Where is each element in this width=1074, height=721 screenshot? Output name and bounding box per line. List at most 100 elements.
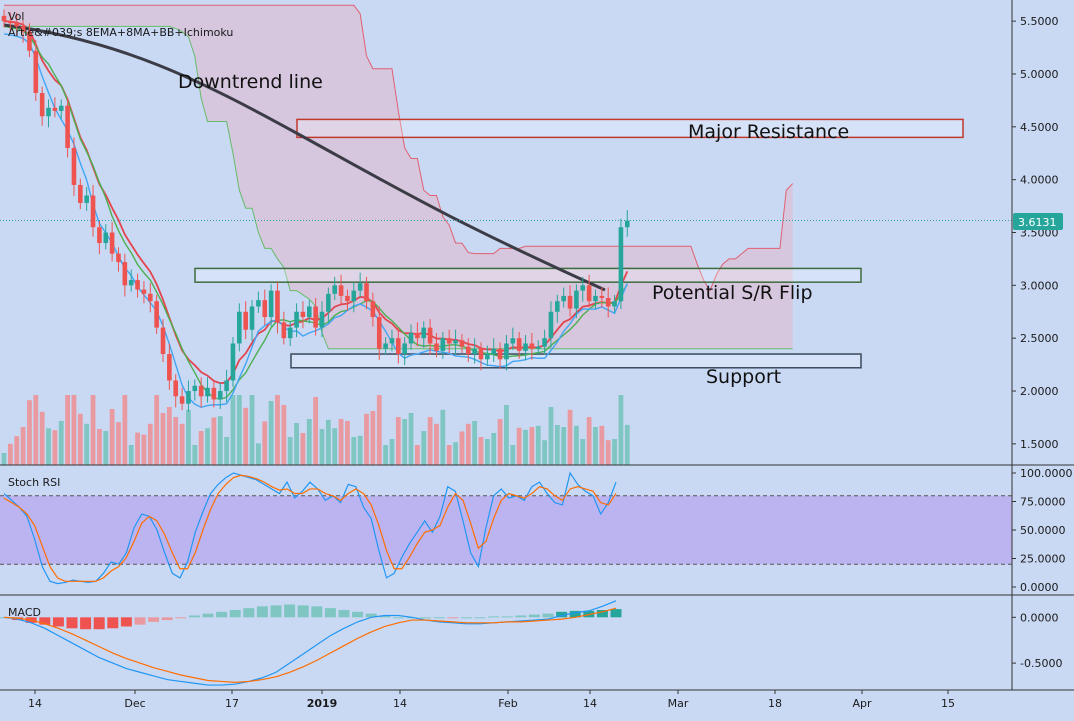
candle-body[interactable] [370,301,376,318]
candle-body[interactable] [567,295,573,309]
candle-body[interactable] [313,306,318,328]
candle-body[interactable] [357,283,363,291]
candle-body[interactable] [1,15,7,22]
candle-body[interactable] [230,343,236,381]
candle-body[interactable] [268,290,274,318]
candle-body[interactable] [338,285,344,296]
candle-body[interactable] [478,348,484,360]
candle-body[interactable] [179,396,185,404]
candle-body[interactable] [205,387,210,397]
candle-body[interactable] [27,31,32,51]
candle-body[interactable] [389,338,395,344]
candle-body[interactable] [427,327,433,344]
candle-body[interactable] [396,338,401,355]
candle-body[interactable] [306,306,312,318]
candle-body[interactable] [294,311,299,328]
candle-body[interactable] [459,340,465,347]
candle-body[interactable] [33,50,39,93]
candle-body[interactable] [465,346,471,355]
candle-body[interactable] [408,332,414,344]
candle-body[interactable] [593,295,598,302]
candle-body[interactable] [497,348,503,360]
candle-body[interactable] [211,387,217,400]
candle-body[interactable] [504,343,509,360]
candle-body[interactable] [8,21,13,24]
candle-body[interactable] [434,343,439,351]
candle-body[interactable] [548,311,554,339]
candle-body[interactable] [192,385,198,392]
candle-body[interactable] [20,26,26,32]
candle-body[interactable] [605,298,611,307]
candle-body[interactable] [612,301,617,307]
candle-body[interactable] [402,343,407,355]
candle-body[interactable] [237,311,242,344]
candle-body[interactable] [516,338,522,351]
candle-body[interactable] [345,295,350,302]
candle-body[interactable] [383,343,388,349]
candle-body[interactable] [160,327,166,355]
candle-body[interactable] [491,348,497,355]
candle-body[interactable] [224,380,229,392]
candle-body[interactable] [256,300,261,307]
candle-body[interactable] [523,343,528,351]
candle-body[interactable] [453,340,458,344]
candle-body[interactable] [58,105,64,111]
candle-body[interactable] [109,232,115,254]
candle-body[interactable] [97,227,102,244]
candle-body[interactable] [555,301,560,312]
candle-body[interactable] [52,107,58,111]
candle-body[interactable] [154,301,159,328]
candle-body[interactable] [147,293,153,302]
candle-body[interactable] [39,93,45,117]
candle-body[interactable] [65,105,70,148]
candle-body[interactable] [249,306,255,330]
candle-body[interactable] [535,346,541,349]
candle-body[interactable] [173,380,179,397]
candle-body[interactable] [78,184,83,203]
candle-body[interactable] [485,354,490,360]
candle-body[interactable] [472,348,477,355]
candle-body[interactable] [14,23,20,27]
candle-body[interactable] [186,391,191,404]
candle-body[interactable] [332,285,338,294]
candle-body[interactable] [300,311,306,318]
candle-body[interactable] [421,327,427,339]
candle-body[interactable] [287,327,293,339]
candle-body[interactable] [141,289,147,294]
candle-body[interactable] [364,283,369,302]
candle-body[interactable] [599,295,605,299]
candle-body[interactable] [135,280,140,290]
candle-body[interactable] [376,317,382,349]
candle-body[interactable] [542,338,547,347]
candle-body[interactable] [326,293,331,312]
candle-body[interactable] [128,280,134,286]
candle-body[interactable] [580,285,586,291]
candle-body[interactable] [624,220,630,228]
candle-body[interactable] [84,195,89,203]
candle-body[interactable] [71,147,77,185]
candle-body[interactable] [167,354,172,381]
candle-body[interactable] [586,285,592,302]
candle-body[interactable] [319,311,325,328]
candle-body[interactable] [275,290,280,323]
candle-body[interactable] [198,385,204,397]
candle-body[interactable] [574,290,579,309]
candle-body[interactable] [351,290,357,302]
candle-body[interactable] [103,232,109,244]
candles[interactable] [1,9,630,412]
candle-body[interactable] [510,338,516,344]
candle-body[interactable] [46,107,51,117]
candle-body[interactable] [281,322,287,339]
candle-body[interactable] [116,253,121,263]
candle-body[interactable] [262,300,268,318]
candle-body[interactable] [90,195,96,228]
candle-body[interactable] [243,311,248,330]
candle-body[interactable] [618,227,624,302]
candle-body[interactable] [122,262,128,286]
candle-body[interactable] [529,343,535,349]
candle-body[interactable] [440,338,446,351]
candle-body[interactable] [415,332,420,339]
candle-body[interactable] [446,338,452,344]
candle-body[interactable] [561,295,566,302]
